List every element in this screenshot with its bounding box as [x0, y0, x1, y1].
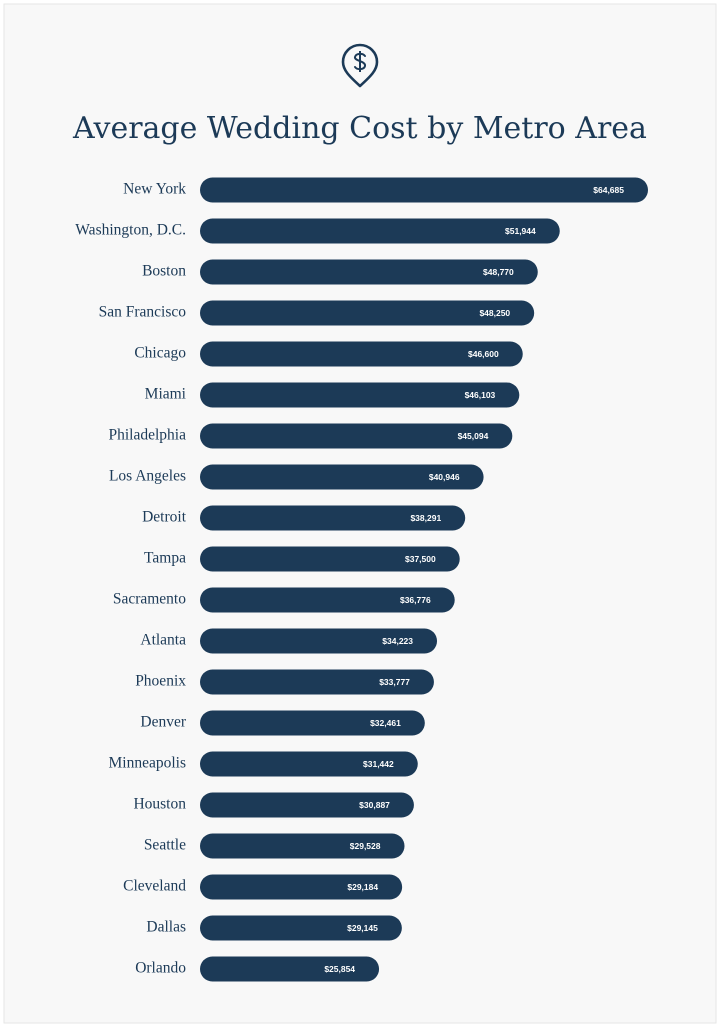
category-label: Phoenix [135, 673, 186, 690]
category-label: Denver [140, 714, 186, 731]
bar [200, 628, 438, 654]
category-label: Miami [145, 386, 187, 403]
category-label: Detroit [142, 509, 187, 526]
category-label: Chicago [134, 345, 186, 362]
value-label: $48,770 [483, 267, 514, 277]
value-label: $64,685 [593, 185, 624, 195]
category-label: Los Angeles [109, 468, 186, 485]
value-label: $29,145 [347, 923, 378, 933]
category-label: Atlanta [140, 632, 186, 649]
category-label: Seattle [144, 837, 186, 854]
value-label: $31,442 [363, 759, 394, 769]
value-label: $29,184 [347, 882, 378, 892]
category-label: Tampa [144, 550, 186, 567]
bar [200, 833, 405, 859]
pin-icon [341, 43, 379, 88]
value-label: $37,500 [405, 554, 436, 564]
value-label: $51,944 [505, 226, 536, 236]
bar [200, 751, 418, 777]
value-label: $29,528 [350, 841, 381, 851]
bar [200, 382, 520, 408]
bar [200, 259, 538, 285]
category-label: Cleveland [123, 878, 186, 895]
bar [200, 505, 466, 531]
value-label: $34,223 [382, 636, 413, 646]
category-label: Dallas [146, 919, 186, 936]
category-label: Minneapolis [109, 755, 187, 772]
category-label: Washington, D.C. [75, 222, 186, 239]
bar [200, 792, 414, 818]
category-label: New York [123, 181, 186, 198]
chart-title: Average Wedding Cost by Metro Area [72, 111, 647, 146]
bar [200, 710, 425, 736]
value-label: $30,887 [359, 800, 390, 810]
category-label: Boston [142, 263, 186, 280]
value-label: $36,776 [400, 595, 431, 605]
bar [200, 423, 513, 449]
value-label: $25,854 [324, 964, 355, 974]
value-label: $48,250 [479, 308, 510, 318]
bar [200, 915, 402, 941]
bar [200, 464, 484, 490]
bar [200, 546, 460, 572]
value-label: $38,291 [410, 513, 441, 523]
bar [200, 177, 648, 203]
value-label: $46,600 [468, 349, 499, 359]
bar [200, 669, 434, 695]
bar [200, 956, 380, 982]
category-label: Philadelphia [109, 427, 187, 444]
value-label: $46,103 [465, 390, 496, 400]
category-label: Sacramento [113, 591, 186, 608]
category-label: Orlando [135, 960, 186, 977]
value-label: $32,461 [370, 718, 401, 728]
category-label: San Francisco [99, 304, 187, 321]
bar [200, 341, 523, 367]
value-label: $33,777 [379, 677, 410, 687]
bar [200, 874, 403, 900]
category-label: Houston [133, 796, 186, 813]
value-label: $40,946 [429, 472, 460, 482]
bar [200, 300, 535, 326]
bar [200, 587, 455, 613]
value-label: $45,094 [458, 431, 489, 441]
bar [200, 218, 560, 244]
